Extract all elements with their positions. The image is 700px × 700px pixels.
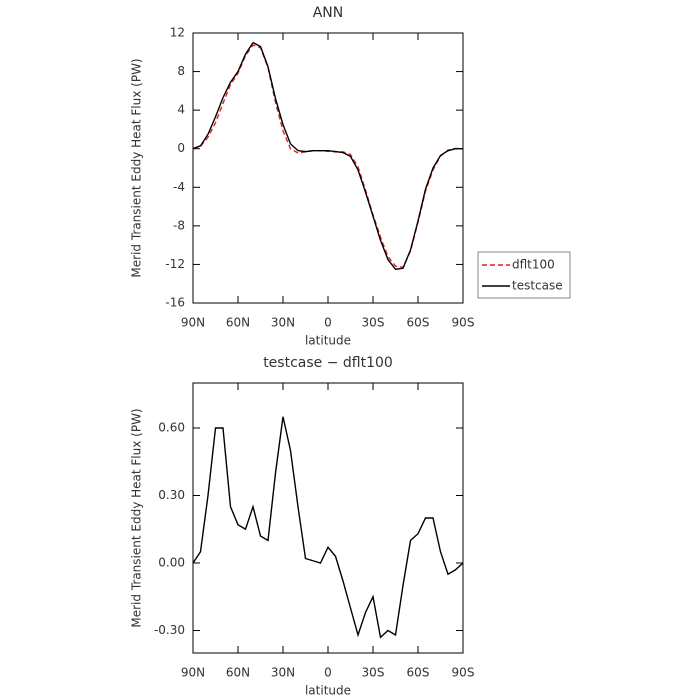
y-axis-label: Merid Transient Eddy Heat Flux (PW)	[130, 408, 144, 627]
x-tick-label: 60N	[226, 316, 250, 330]
y-tick-label: 0.30	[158, 488, 185, 502]
x-axis-label: latitude	[305, 684, 351, 698]
x-tick-label: 60N	[226, 666, 250, 680]
y-tick-label: 4	[177, 103, 185, 117]
y-tick-label: 0.60	[158, 421, 185, 435]
x-tick-label: 30S	[362, 316, 385, 330]
x-tick-label: 0	[324, 666, 332, 680]
y-tick-label: -16	[165, 296, 185, 310]
x-tick-label: 30S	[362, 666, 385, 680]
x-axis-label: latitude	[305, 334, 351, 348]
legend-label: dflt100	[512, 258, 555, 272]
x-tick-label: 30N	[271, 316, 295, 330]
x-tick-label: 60S	[407, 316, 430, 330]
x-tick-label: 60S	[407, 666, 430, 680]
x-tick-label: 30N	[271, 666, 295, 680]
y-tick-label: 8	[177, 64, 185, 78]
y-tick-label: -4	[173, 180, 185, 194]
y-tick-label: -0.30	[154, 623, 185, 637]
legend-label: testcase	[512, 279, 563, 293]
legend-box	[477, 251, 571, 299]
chart-title: ANN	[313, 5, 344, 21]
line-series	[192, 41, 463, 270]
y-tick-label: 0.00	[158, 556, 185, 570]
x-tick-label: 0	[324, 316, 332, 330]
y-tick-label: -12	[165, 257, 185, 271]
plot-frame	[192, 32, 464, 304]
y-tick-label: 0	[177, 141, 185, 155]
y-axis-label: Merid Transient Eddy Heat Flux (PW)	[130, 58, 144, 277]
plot-frame	[192, 382, 464, 654]
x-tick-label: 90S	[452, 666, 475, 680]
x-tick-label: 90N	[181, 666, 205, 680]
x-tick-label: 90S	[452, 316, 475, 330]
y-tick-label: -8	[173, 218, 185, 232]
line-series	[192, 416, 464, 639]
chart-title: testcase − dflt100	[263, 355, 393, 371]
x-tick-label: 90N	[181, 316, 205, 330]
y-tick-label: 12	[170, 26, 185, 40]
